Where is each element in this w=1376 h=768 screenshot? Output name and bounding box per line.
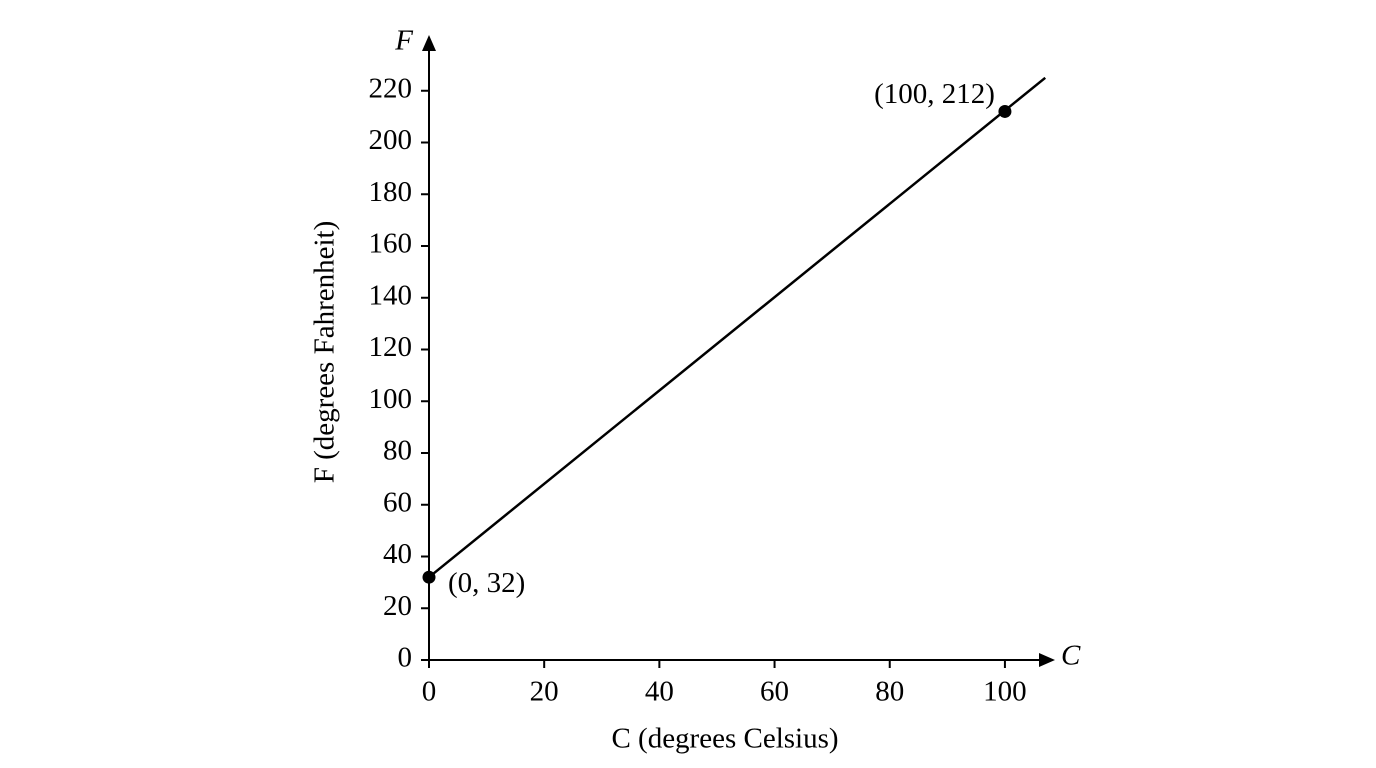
- point-label: (0, 32): [448, 567, 525, 599]
- x-axis-end-label: C: [1061, 640, 1081, 672]
- y-tick-label: 80: [383, 435, 412, 467]
- y-tick-label: 20: [383, 590, 412, 622]
- point-label: (100, 212): [874, 78, 995, 110]
- y-axis-end-label: F: [394, 25, 413, 57]
- y-tick-label: 180: [369, 176, 413, 208]
- x-tick-label: 20: [530, 676, 559, 708]
- x-tick-label: 40: [645, 676, 674, 708]
- y-axis-arrow: [422, 35, 436, 51]
- y-tick-label: 160: [369, 228, 413, 260]
- x-tick-label: 60: [760, 676, 789, 708]
- y-axis-label: F (degrees Fahrenheit): [309, 221, 341, 484]
- y-tick-label: 140: [369, 279, 413, 311]
- data-line: [428, 76, 1047, 579]
- y-tick-label: 200: [369, 124, 413, 156]
- y-tick-label: 0: [398, 642, 413, 674]
- x-axis-label: C (degrees Celsius): [611, 723, 838, 755]
- y-tick-label: 60: [383, 486, 412, 518]
- data-point: [422, 570, 436, 584]
- x-tick-label: 80: [875, 676, 904, 708]
- x-tick-label: 100: [983, 676, 1027, 708]
- y-tick-label: 220: [369, 72, 413, 104]
- y-tick-label: 120: [369, 331, 413, 363]
- y-tick-label: 40: [383, 538, 412, 570]
- x-tick-label: 0: [422, 676, 437, 708]
- data-point: [998, 104, 1012, 118]
- x-axis-arrow: [1039, 653, 1055, 667]
- y-tick-label: 100: [369, 383, 413, 415]
